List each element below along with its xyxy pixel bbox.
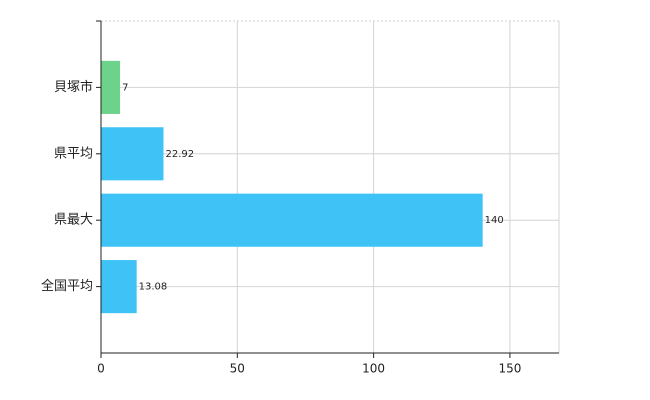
value-label: 22.92	[165, 149, 194, 160]
value-label: 13.08	[139, 282, 168, 293]
y-tick-label: 全国平均	[41, 278, 93, 294]
bar	[101, 60, 121, 114]
x-tick-label: 150	[498, 362, 521, 376]
value-label: 140	[485, 215, 504, 226]
y-tick-label: 県平均	[54, 146, 93, 161]
y-tick-label: 貝塚市	[54, 79, 93, 95]
bar	[101, 260, 137, 314]
value-label: 7	[122, 82, 128, 93]
x-tick-label: 50	[230, 362, 245, 376]
bar	[101, 193, 483, 247]
y-tick-label: 県最大	[54, 213, 93, 228]
bar	[101, 127, 164, 181]
x-tick-label: 0	[97, 362, 105, 376]
x-tick-label: 100	[362, 362, 385, 376]
